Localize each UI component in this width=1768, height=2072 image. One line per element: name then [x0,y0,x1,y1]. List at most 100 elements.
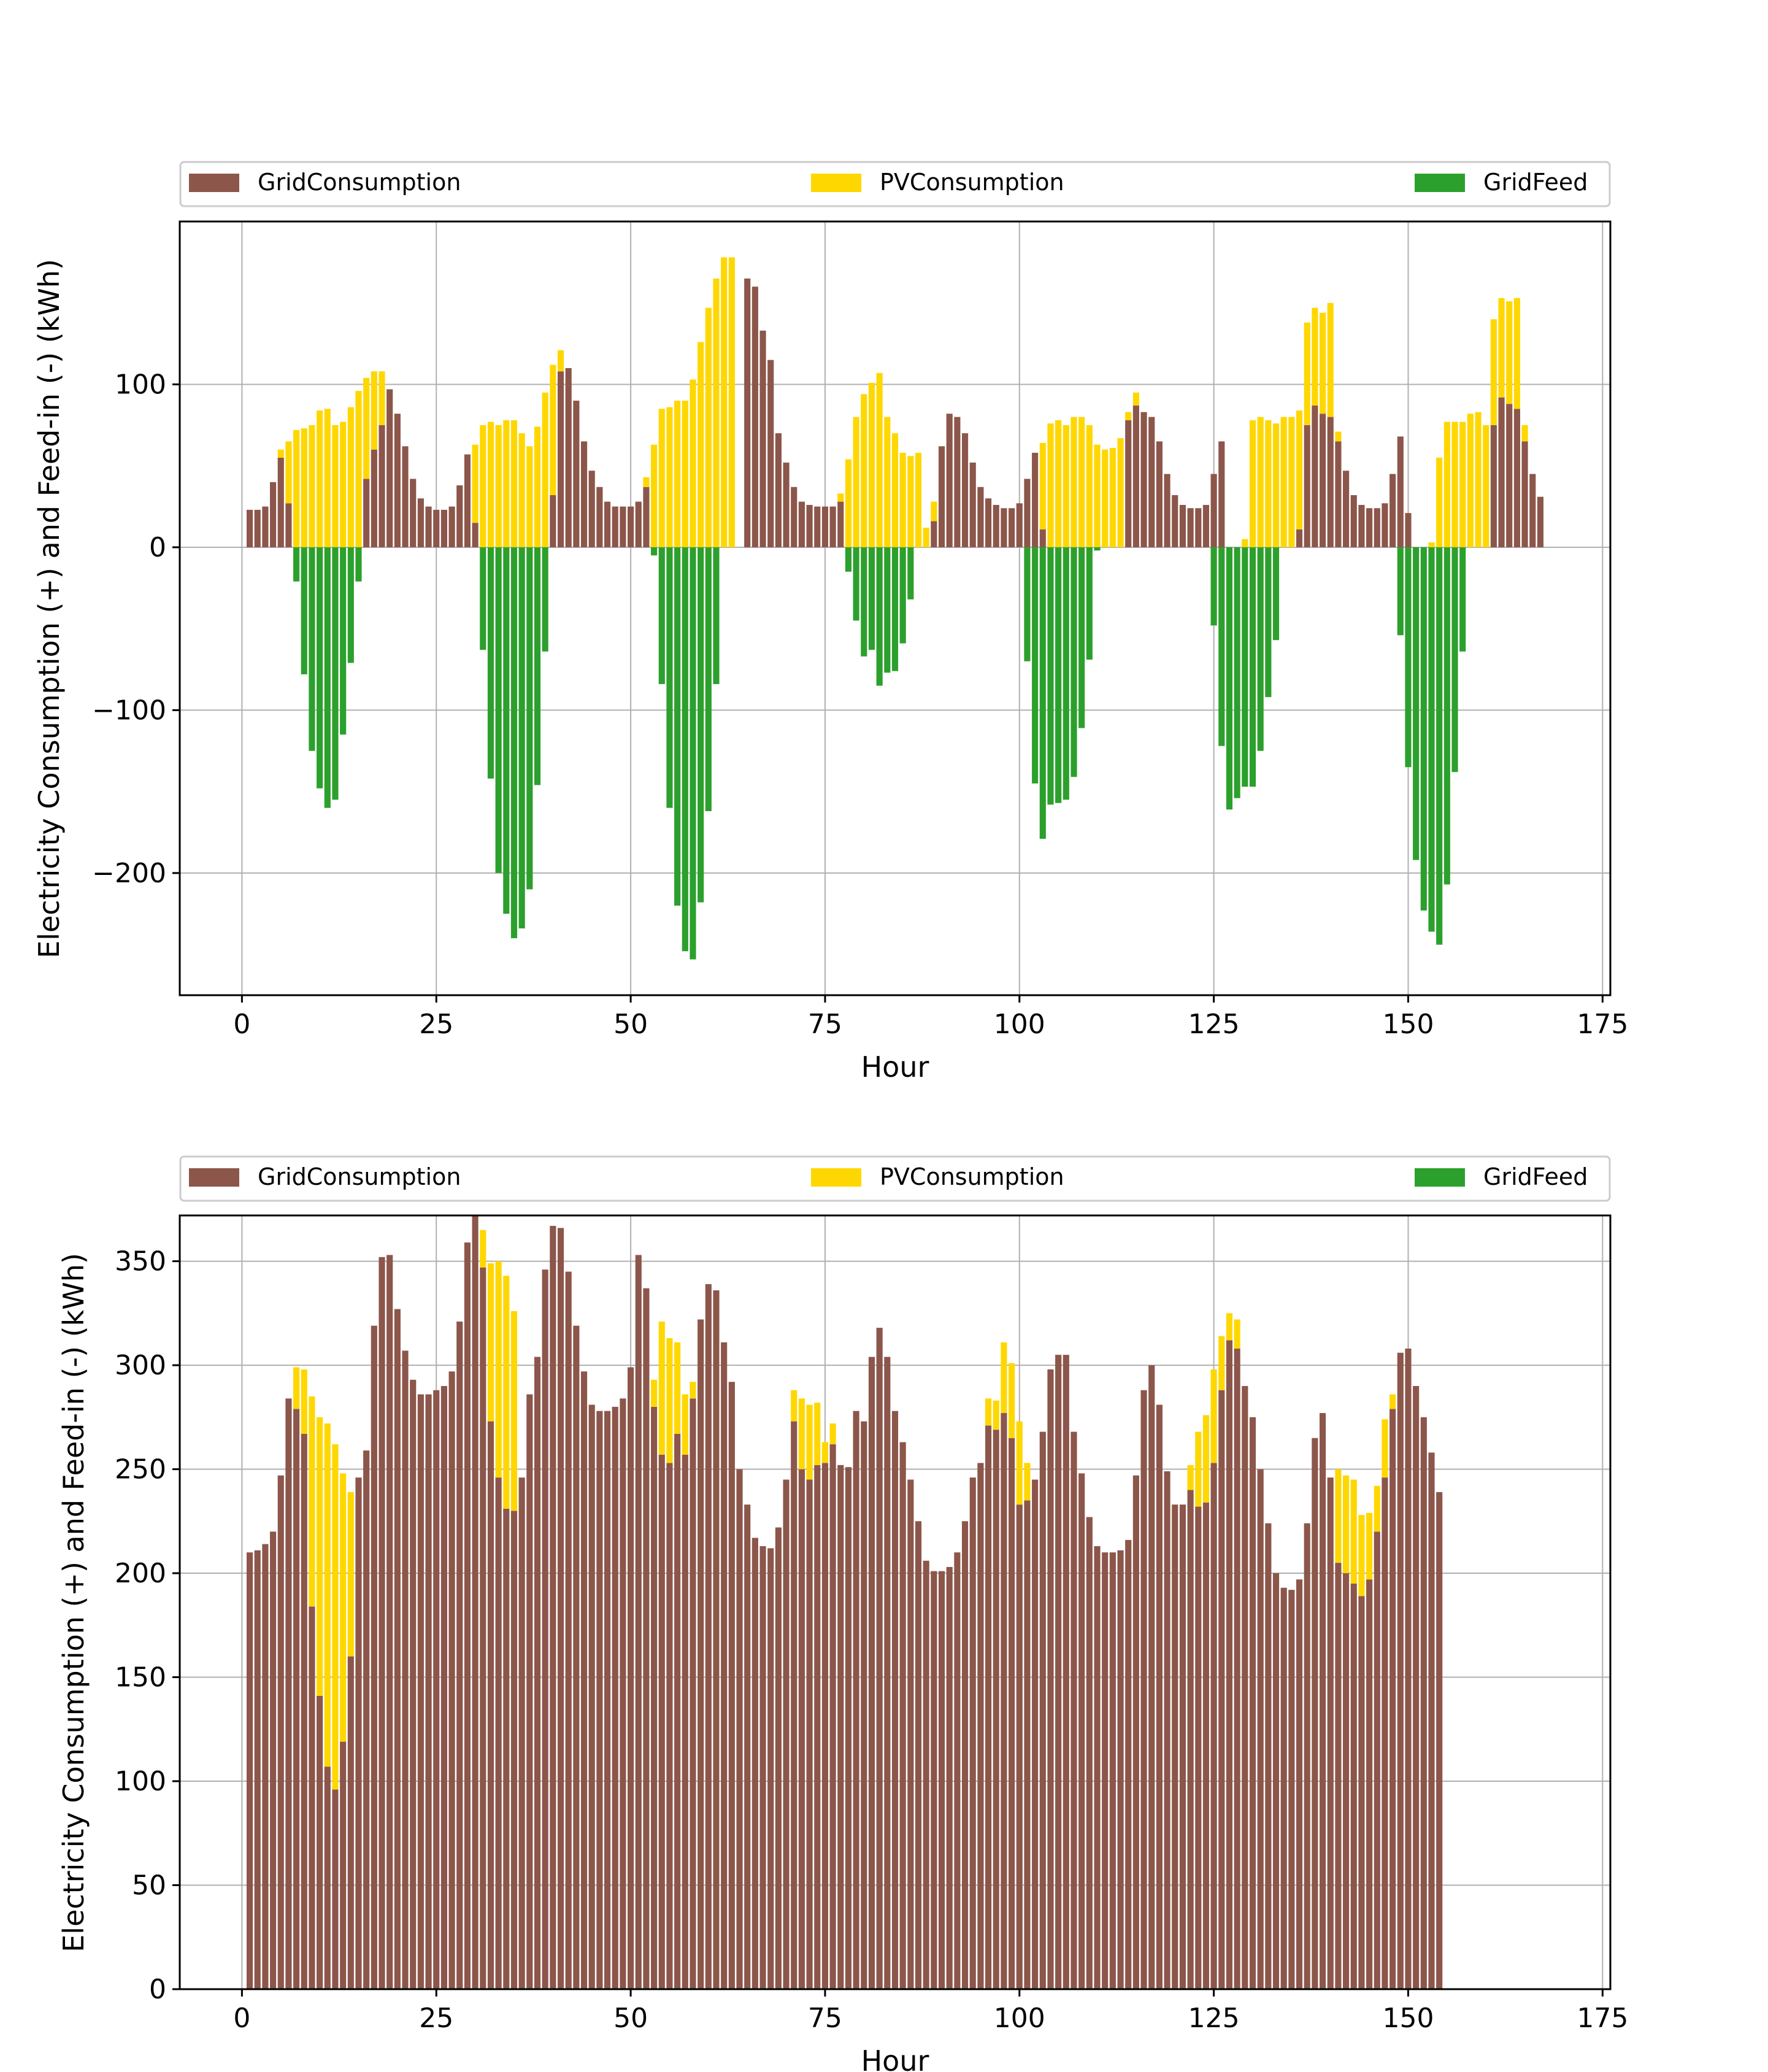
bar-gridfeed [1226,547,1233,810]
x-ticks-bottom: 0 25 50 75 100 125 150 175 [233,1989,1628,2034]
bar-gridconsumption [767,360,774,547]
bar-gridconsumption [713,1290,720,1989]
bar-pvconsumption [658,409,665,547]
bar-pvconsumption [1382,1419,1388,1478]
bar-pvconsumption [324,409,331,547]
bar-gridconsumption [1296,1579,1303,1989]
bar-pvconsumption [1459,422,1466,547]
bar-pvconsumption [1234,1319,1240,1349]
bar-pvconsumption [868,382,875,547]
bar-gridconsumption [1436,1492,1443,1989]
bar-gridconsumption [783,1479,790,1989]
bar-pvconsumption [1467,414,1474,547]
bar-gridconsumption [394,1309,401,1989]
bar-gridfeed [487,547,494,779]
bar-pvconsumption [332,1444,339,1790]
bar-gridfeed [1078,547,1085,728]
bar-gridconsumption [907,1479,914,1989]
bar-pvconsumption [542,392,548,547]
bar-gridfeed [347,547,354,663]
bar-gridconsumption [1070,1431,1077,1989]
bar-gridconsumption [371,1325,377,1989]
bar-gridfeed [845,547,852,572]
y-tick-label: 100 [115,369,166,400]
bar-gridconsumption [643,487,650,547]
bar-gridconsumption [666,1463,673,1989]
bar-pvconsumption [1513,298,1520,409]
x-tick-label: 50 [613,1009,648,1040]
chart-top: GridConsumption PVConsumption GridFeed 0… [33,161,1628,1084]
bar-gridconsumption [1032,452,1039,547]
bar-gridconsumption [580,441,588,547]
bar-gridconsumption [1319,1413,1326,1989]
bar-gridfeed [876,547,883,686]
bar-gridconsumption [417,498,424,547]
bar-gridconsumption [425,1394,432,1989]
bar-gridconsumption [961,433,969,547]
bar-gridconsumption [433,509,440,547]
bar-pvconsumption [309,425,315,547]
bar-gridconsumption [309,1606,315,1989]
bar-pvconsumption [510,1311,518,1511]
bar-gridconsumption [332,1789,339,1989]
bar-gridconsumption [628,1367,634,1989]
bar-gridfeed [1055,547,1062,803]
bar-gridconsumption [588,471,595,547]
legend-swatch-gridconsumption [189,1168,239,1187]
legend-swatch-pvconsumption [811,1168,861,1187]
bar-gridconsumption [791,487,798,547]
bar-gridconsumption [977,1463,984,1989]
y-axis-label-top: Electricity Consumption (+) and Feed-in … [33,259,66,958]
legend-top: GridConsumption PVConsumption GridFeed [179,161,1611,207]
bar-gridconsumption [1164,474,1170,547]
bar-gridconsumption [1039,1431,1046,1989]
bar-gridconsumption [1172,495,1178,547]
bar-gridfeed [1094,547,1101,551]
bar-pvconsumption [1288,417,1295,547]
bars-top [246,257,1544,960]
bar-gridconsumption [340,1741,347,1989]
bar-gridconsumption [1350,1583,1357,1989]
bar-gridconsumption [410,479,417,547]
bar-gridconsumption [806,1479,813,1989]
bar-gridconsumption [985,1425,992,1989]
bar-pvconsumption [355,391,362,547]
bar-pvconsumption [829,1423,836,1444]
bar-gridconsumption [580,1371,588,1989]
bar-gridconsumption [985,498,992,547]
bar-gridconsumption [363,479,370,547]
bar-pvconsumption [1210,1369,1217,1463]
bar-gridconsumption [1296,529,1303,547]
bar-gridconsumption [868,1357,875,1989]
bar-gridconsumption [1024,479,1031,547]
bar-gridconsumption [931,521,937,547]
bar-pvconsumption [1389,1394,1396,1409]
bar-gridconsumption [915,1521,922,1989]
bar-gridconsumption [1272,1573,1280,1989]
bar-gridconsumption [1032,1479,1039,1989]
bar-gridconsumption [954,417,961,547]
legend-label-gridfeed: GridFeed [1483,1163,1588,1190]
bar-pvconsumption [1094,444,1101,547]
bar-gridconsumption [845,1467,852,1989]
x-tick-label: 150 [1382,1009,1434,1040]
bar-gridconsumption [1132,405,1139,547]
bar-gridconsumption [1125,420,1132,547]
bar-gridconsumption [853,1411,859,1989]
bar-gridconsumption [1249,1417,1256,1989]
bar-gridconsumption [1389,1409,1396,1989]
bar-pvconsumption [503,1276,510,1509]
bar-gridconsumption [1001,1413,1007,1989]
bar-gridfeed [713,547,720,684]
bar-gridconsumption [301,1433,307,1989]
bar-pvconsumption [705,307,712,547]
legend-label-pvconsumption: PVConsumption [880,169,1064,196]
bar-gridconsumption [876,1328,883,1989]
bar-pvconsumption [651,444,658,547]
bar-gridconsumption [736,1469,743,1989]
bar-pvconsumption [791,1390,798,1422]
bar-gridconsumption [417,1394,424,1989]
bar-gridfeed [1451,547,1458,772]
bar-pvconsumption [861,394,867,547]
bar-pvconsumption [363,377,370,479]
